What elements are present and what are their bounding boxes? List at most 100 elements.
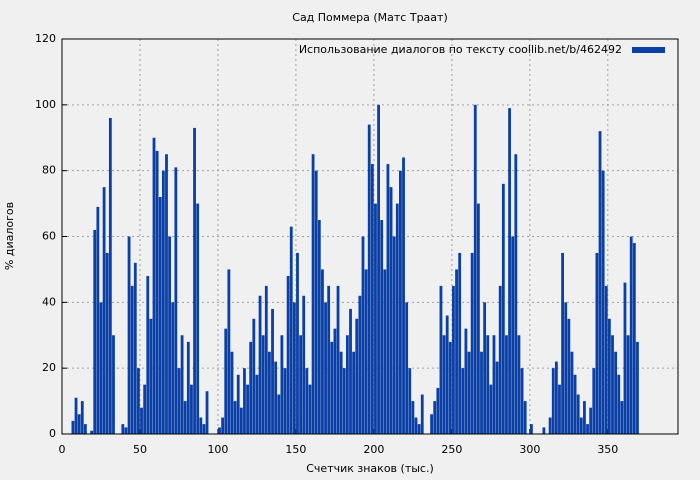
bar: [324, 302, 327, 434]
bar: [286, 276, 290, 434]
bar: [492, 335, 496, 434]
bar: [289, 226, 293, 434]
bar: [564, 302, 568, 434]
bar: [296, 252, 299, 434]
legend-label: Использование диалогов по тексту coollib…: [299, 43, 622, 56]
bar: [402, 157, 405, 434]
bar: [377, 104, 380, 434]
bar: [258, 295, 262, 434]
bar: [395, 203, 399, 434]
bar: [230, 351, 234, 434]
bar: [152, 137, 156, 434]
bar: [149, 318, 153, 434]
bar: [186, 341, 190, 434]
bar: [480, 351, 483, 434]
x-axis-label: Счетчик знаков (тыс.): [306, 462, 434, 475]
y-tick-label: 60: [42, 230, 56, 243]
bar: [611, 335, 614, 434]
bar: [464, 328, 468, 434]
chart-title: Сад Поммера (Матс Траат): [292, 11, 447, 24]
bar: [299, 335, 303, 434]
bar: [271, 308, 274, 434]
bar: [105, 252, 109, 434]
bar: [261, 335, 265, 434]
bar: [607, 318, 611, 434]
x-tick-label: 100: [207, 443, 228, 456]
bar: [274, 361, 278, 434]
bar: [383, 269, 387, 434]
bar: [133, 262, 137, 434]
bar: [542, 427, 546, 434]
bar: [554, 361, 558, 434]
bar: [333, 328, 337, 434]
bar: [311, 154, 315, 435]
bar: [439, 285, 443, 434]
bar: [255, 374, 259, 434]
bar: [71, 420, 75, 434]
bar: [233, 401, 237, 434]
bar: [511, 236, 515, 434]
bar: [321, 269, 324, 434]
y-axis-label: % диалогов: [3, 202, 16, 270]
bar: [523, 401, 527, 434]
bar: [155, 150, 159, 434]
x-tick-label: 150: [285, 443, 306, 456]
bar: [80, 401, 84, 434]
bar: [180, 335, 184, 434]
bar: [617, 374, 621, 434]
bar: [470, 252, 474, 434]
bar: [573, 374, 577, 434]
bar: [364, 269, 368, 434]
bar: [171, 302, 175, 434]
bar: [374, 203, 377, 434]
bar: [342, 368, 346, 434]
bar: [96, 206, 100, 434]
bar: [221, 417, 225, 434]
bar: [626, 335, 630, 434]
bar: [517, 335, 521, 434]
bar: [414, 417, 418, 434]
bar: [489, 384, 493, 434]
bar: [302, 295, 306, 434]
bar: [305, 368, 309, 434]
plot-frame: [61, 38, 679, 435]
y-tick-label: 80: [42, 164, 56, 177]
bar: [283, 368, 287, 434]
bar: [420, 394, 424, 434]
bar: [405, 302, 409, 434]
bar: [74, 397, 78, 434]
bar: [473, 104, 477, 434]
bar: [177, 368, 181, 434]
bar: [121, 424, 125, 434]
bar: [530, 424, 533, 434]
bar: [127, 236, 131, 434]
bar: [570, 351, 574, 434]
y-tick-label: 20: [42, 361, 56, 374]
bar: [196, 203, 200, 434]
bar: [601, 170, 605, 434]
bar: [183, 401, 187, 434]
bar: [558, 384, 561, 434]
bar: [336, 285, 340, 434]
bar: [561, 252, 565, 434]
bar: [168, 236, 172, 434]
x-tick-label: 350: [597, 443, 618, 456]
bar: [629, 236, 633, 434]
bar: [218, 427, 221, 434]
y-tick-label: 0: [49, 427, 56, 440]
bar: [583, 401, 586, 434]
bar: [99, 302, 103, 434]
bar: [193, 127, 196, 434]
bar: [408, 368, 412, 434]
bar: [417, 424, 421, 434]
bar: [227, 269, 231, 434]
bar: [124, 427, 128, 434]
x-tick-label: 200: [363, 443, 384, 456]
bar: [458, 252, 462, 434]
bar: [386, 164, 390, 435]
bar: [399, 170, 402, 434]
legend-swatch: [632, 47, 665, 53]
bar: [264, 285, 268, 434]
bar: [158, 197, 162, 434]
